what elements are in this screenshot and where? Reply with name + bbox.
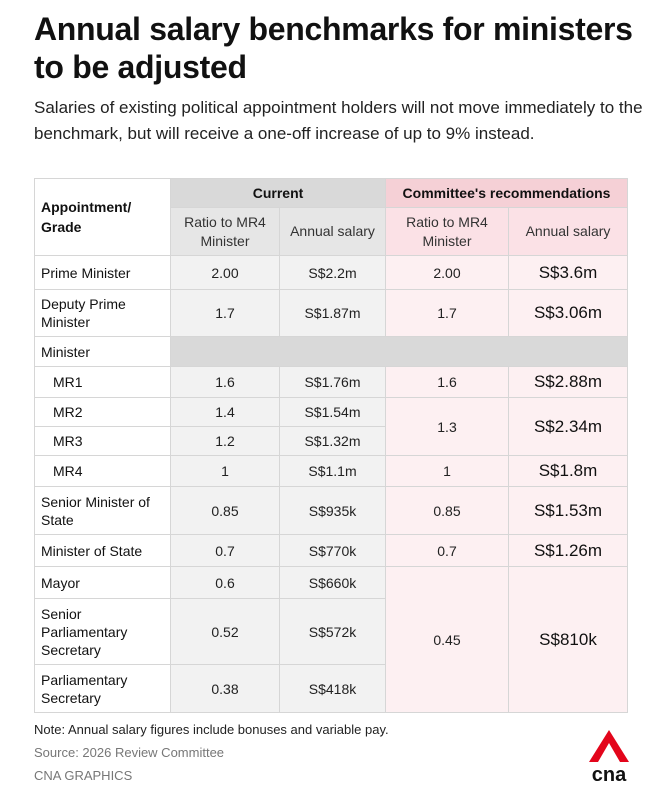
current-salary: S$770k (279, 534, 386, 567)
logo-text: cna (592, 764, 627, 784)
table-row: MR4 1 S$1.1m 1 S$1.8m (34, 455, 628, 487)
new-salary: S$1.8m (508, 455, 628, 487)
footnote: Note: Annual salary figures include bonu… (34, 722, 389, 737)
row-grade: Deputy Prime Minister (34, 289, 171, 337)
current-salary: S$572k (279, 598, 386, 665)
header-grade: Appointment/ Grade (34, 178, 171, 256)
new-ratio: 1 (385, 455, 509, 487)
new-salary: S$2.34m (508, 397, 628, 456)
current-salary: S$418k (279, 664, 386, 713)
current-ratio: 0.52 (170, 598, 280, 665)
new-ratio: 1.3 (385, 397, 509, 456)
source-line: Source: 2026 Review Committee (34, 745, 225, 760)
logo-triangle (589, 730, 629, 762)
subheader-current-salary: Annual salary (279, 207, 386, 256)
new-salary: S$3.06m (508, 289, 628, 337)
row-grade: Mayor (34, 566, 171, 599)
salary-table: Appointment/ Grade Current Committee's r… (34, 178, 628, 713)
chart-title: Annual salary benchmarks for ministers t… (34, 11, 633, 85)
current-salary: S$1.32m (279, 426, 386, 456)
cna-logo: cna (589, 730, 629, 784)
current-salary: S$935k (279, 486, 386, 535)
current-salary: S$660k (279, 566, 386, 599)
minister-band (170, 336, 628, 367)
subheader-committee-ratio: Ratio to MR4 Minister (385, 207, 509, 256)
new-ratio: 2.00 (385, 255, 509, 290)
current-ratio: 1.7 (170, 289, 280, 337)
new-salary: S$3.6m (508, 255, 628, 290)
table-row: MR3 1.2 S$1.32m (34, 426, 628, 456)
new-salary: S$2.88m (508, 366, 628, 398)
table-row: Mayor 0.6 S$660k 0.45 S$810k (34, 566, 628, 713)
table-row: Senior Parliamentary Secretary 0.52 S$57… (34, 598, 628, 665)
table-row: Prime Minister 2.00 S$2.2m 2.00 S$3.6m (34, 255, 628, 290)
header-committee: Committee's recommendations (385, 178, 628, 208)
current-ratio: 0.7 (170, 534, 280, 567)
table-row: MR1 1.6 S$1.76m 1.6 S$2.88m (34, 366, 628, 398)
graphics-credit: CNA GRAPHICS (34, 768, 133, 783)
new-salary: S$1.26m (508, 534, 628, 567)
current-ratio: 1 (170, 455, 280, 487)
current-ratio: 1.6 (170, 366, 280, 398)
current-ratio: 1.4 (170, 397, 280, 427)
row-grade: Senior Minister of State (34, 486, 171, 535)
table-row: Minister (34, 336, 628, 367)
new-ratio: 1.6 (385, 366, 509, 398)
row-grade: Minister (34, 336, 171, 367)
current-ratio: 1.2 (170, 426, 280, 456)
row-grade: MR1 (34, 366, 171, 398)
row-grade: MR2 (34, 397, 171, 427)
table-row: Parliamentary Secretary 0.38 S$418k (34, 664, 628, 713)
table-row: Minister of State 0.7 S$770k 0.7 S$1.26m (34, 534, 628, 567)
current-ratio: 0.6 (170, 566, 280, 599)
current-salary: S$2.2m (279, 255, 386, 290)
subheader-current-ratio: Ratio to MR4 Minister (170, 207, 280, 256)
row-grade: MR3 (34, 426, 171, 456)
row-grade: Senior Parliamentary Secretary (34, 598, 171, 665)
new-ratio: 1.7 (385, 289, 509, 337)
header-current: Current (170, 178, 386, 208)
current-ratio: 0.85 (170, 486, 280, 535)
current-salary: S$1.76m (279, 366, 386, 398)
subheader-committee-salary: Annual salary (508, 207, 628, 256)
row-grade: Parliamentary Secretary (34, 664, 171, 713)
table-row: Senior Minister of State 0.85 S$935k 0.8… (34, 486, 628, 535)
table-row: MR2 1.4 S$1.54m 1.3 S$2.34m (34, 397, 628, 456)
new-ratio: 0.7 (385, 534, 509, 567)
current-salary: S$1.87m (279, 289, 386, 337)
current-ratio: 2.00 (170, 255, 280, 290)
row-grade: MR4 (34, 455, 171, 487)
row-grade: Minister of State (34, 534, 171, 567)
new-ratio: 0.45 (385, 566, 509, 713)
current-salary: S$1.54m (279, 397, 386, 427)
table-row: Deputy Prime Minister 1.7 S$1.87m 1.7 S$… (34, 289, 628, 337)
new-salary: S$1.53m (508, 486, 628, 535)
current-ratio: 0.38 (170, 664, 280, 713)
chart-subtitle: Salaries of existing political appointme… (34, 98, 643, 143)
new-salary: S$810k (508, 566, 628, 713)
row-grade: Prime Minister (34, 255, 171, 290)
new-ratio: 0.85 (385, 486, 509, 535)
current-salary: S$1.1m (279, 455, 386, 487)
